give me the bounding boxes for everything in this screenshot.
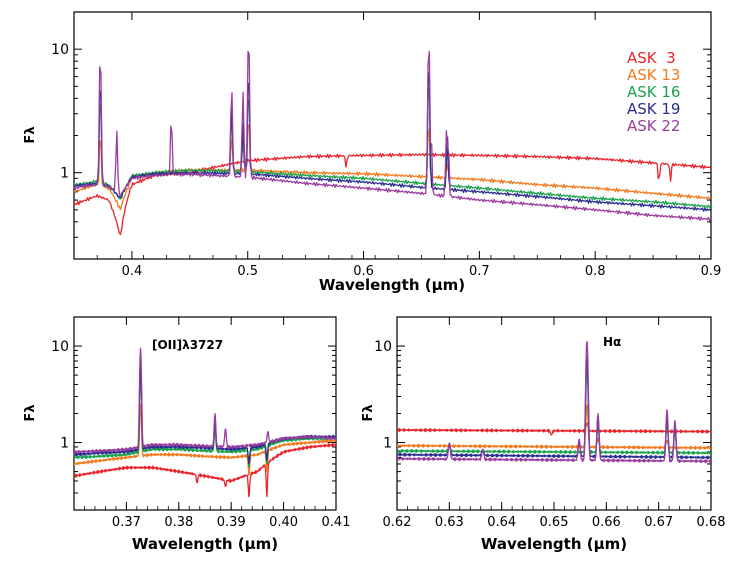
- y-tick-label: 10: [51, 339, 69, 355]
- x-tick-label: 0.39: [217, 515, 246, 530]
- x-tick-label: 0.64: [487, 515, 516, 530]
- panel-halpha-zoom-ylabel: Fλ: [361, 404, 376, 421]
- panel-full-spectrum-ylabel: Fλ: [23, 126, 38, 143]
- legend-entry: ASK 13: [627, 66, 680, 84]
- series-line: [74, 71, 711, 212]
- series-line: [74, 360, 336, 465]
- legend-entry: ASK 3: [627, 49, 676, 67]
- series-line: [74, 403, 336, 476]
- y-tick-label: 10: [51, 42, 69, 58]
- x-tick-label: 0.41: [322, 515, 351, 530]
- series-line: [74, 347, 336, 454]
- x-tick-label: 0.67: [644, 515, 673, 530]
- panel-full-spectrum-xlabel: Wavelength (μm): [319, 276, 465, 294]
- panel-oii-zoom-plot-area: 0.37 0.38 0.39 0.40 0.41 1 10: [51, 316, 351, 530]
- legend-entry: ASK 16: [627, 83, 680, 101]
- x-tick-label: 0.65: [540, 515, 569, 530]
- series-line: [397, 368, 711, 455]
- panel-halpha-zoom-frame: [396, 316, 712, 511]
- x-tick-label: 0.7: [469, 264, 490, 279]
- y-tick-label: 10: [374, 339, 392, 355]
- panel-halpha-zoom: 0.62 0.63 0.64 0.65 0.66 0.67 0.68 1 10 Hα Wavel…: [361, 316, 726, 553]
- x-tick-label: 0.8: [585, 264, 606, 279]
- halpha-annotation: Hα: [603, 335, 621, 349]
- series-line: [397, 404, 711, 450]
- series-line: [397, 341, 711, 464]
- series-line: [74, 442, 336, 498]
- legend-entry: ASK 19: [627, 100, 680, 118]
- x-tick-label: 0.37: [112, 515, 141, 530]
- x-tick-label: 0.40: [269, 515, 298, 530]
- series-line: [397, 356, 711, 460]
- x-tick-label: 0.38: [164, 515, 193, 530]
- series-line: [74, 86, 711, 209]
- x-tick-label: 0.5: [237, 264, 258, 279]
- y-tick-label: 1: [60, 166, 69, 182]
- panel-full-spectrum-frame: [73, 11, 712, 260]
- panel-oii-zoom-ylabel: Fλ: [23, 404, 38, 421]
- x-tick-label: 0.66: [592, 515, 621, 530]
- x-tick-label: 0.62: [383, 515, 412, 530]
- panel-oii-zoom-xlabel: Wavelength (μm): [132, 535, 278, 553]
- x-tick-label: 0.9: [701, 264, 722, 279]
- panel-halpha-zoom-xlabel: Wavelength (μm): [481, 535, 627, 553]
- panel-oii-zoom: 0.37 0.38 0.39 0.40 0.41 1 10 [OII]λ3727 Wavel…: [23, 316, 351, 553]
- x-tick-label: 0.6: [353, 264, 374, 279]
- series-line: [397, 422, 711, 436]
- panel-halpha-zoom-plot-area: 0.62 0.63 0.64 0.65 0.66 0.67 0.68 1 10: [374, 316, 726, 530]
- series-line: [74, 50, 711, 222]
- y-tick-label: 1: [60, 436, 69, 452]
- panel-full-spectrum-plot-area: 0.4 0.5 0.6 0.7 0.8 0.9 1 10: [51, 11, 722, 279]
- series-line: [74, 374, 336, 468]
- y-tick-label: 1: [383, 436, 392, 452]
- x-tick-label: 0.68: [697, 515, 726, 530]
- x-tick-label: 0.4: [122, 264, 143, 279]
- legend-entry: ASK 22: [627, 117, 680, 135]
- oii-annotation: [OII]λ3727: [152, 338, 223, 352]
- x-tick-label: 0.63: [435, 515, 464, 530]
